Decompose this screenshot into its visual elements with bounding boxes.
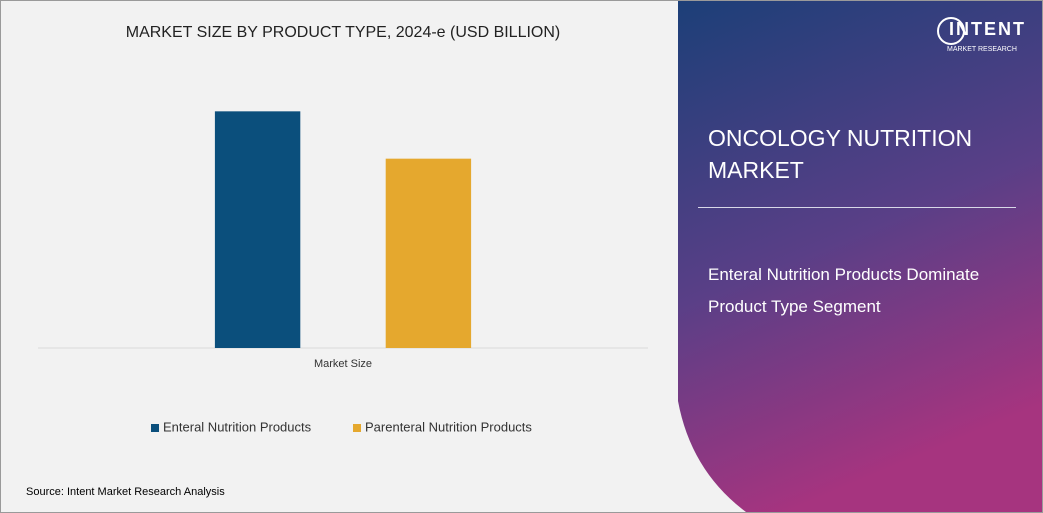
panel-title: ONCOLOGY NUTRITION MARKET: [708, 125, 973, 183]
logo-name: INTENT: [949, 19, 1026, 39]
chart-title: MARKET SIZE BY PRODUCT TYPE, 2024-e (USD…: [126, 24, 561, 41]
bar: [385, 158, 472, 348]
side-panel: [678, 1, 1042, 512]
panel-subtitle: Enteral Nutrition Products Dominate Prod…: [708, 265, 980, 316]
bar: [214, 111, 301, 348]
legend-label: Parenteral Nutrition Products: [365, 419, 532, 434]
legend-label: Enteral Nutrition Products: [163, 419, 312, 434]
legend-swatch: [353, 424, 361, 432]
source: Source: Intent Market Research Analysis: [26, 486, 225, 498]
x-tick-label: Market Size: [314, 358, 372, 370]
logo-tagline: MARKET RESEARCH: [947, 46, 1017, 53]
legend-swatch: [151, 424, 159, 432]
logo-icon: [937, 17, 965, 45]
divider: [698, 207, 1016, 208]
